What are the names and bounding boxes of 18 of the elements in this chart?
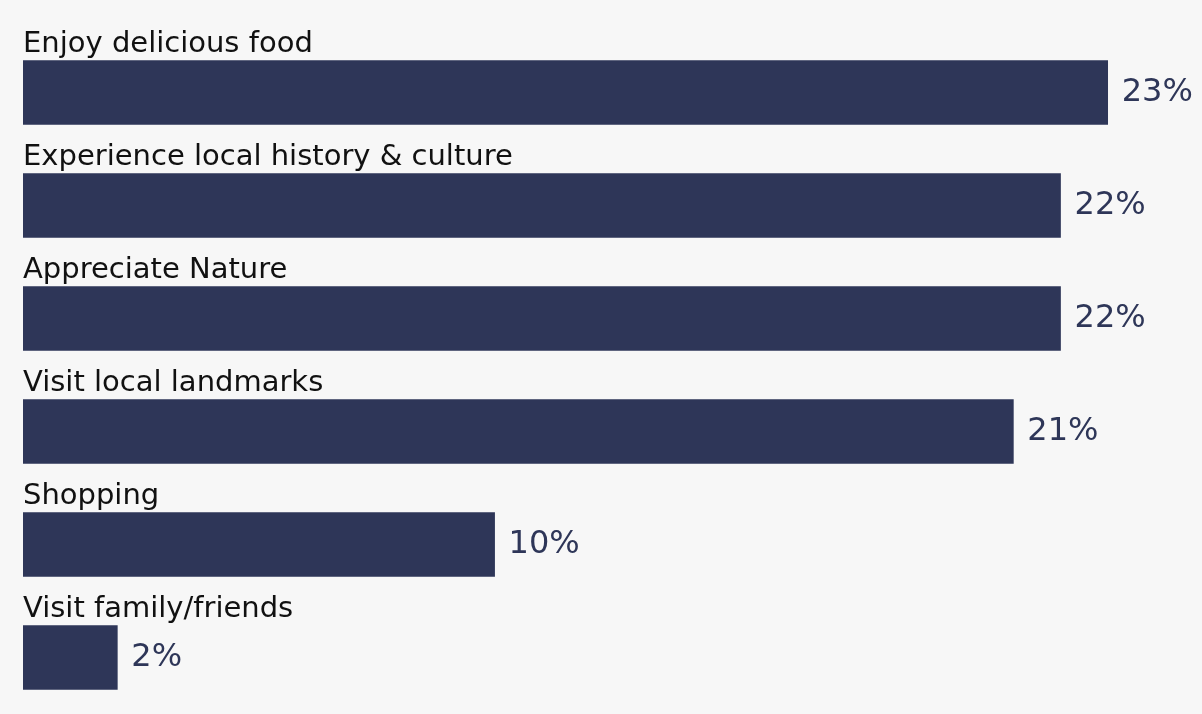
- data-label: 10%: [508, 522, 580, 561]
- data-label: 21%: [1027, 409, 1099, 448]
- y-tick-label: Enjoy delicious food: [23, 24, 313, 59]
- bar: [23, 399, 1014, 464]
- y-tick-label: Appreciate Nature: [23, 250, 288, 285]
- bar: [23, 60, 1109, 125]
- y-tick-label: Visit local landmarks: [23, 363, 324, 398]
- y-tick-label: Shopping: [23, 476, 160, 511]
- bar: [23, 173, 1061, 238]
- data-label: 23%: [1121, 70, 1193, 109]
- data-label: 22%: [1074, 296, 1146, 335]
- bar: [23, 286, 1061, 351]
- data-label: 2%: [131, 635, 183, 674]
- y-tick-label: Experience local history & culture: [23, 137, 513, 172]
- y-tick-label: Visit family/friends: [23, 589, 294, 624]
- bar: [23, 512, 495, 577]
- bar: [23, 625, 118, 690]
- data-label: 22%: [1074, 183, 1146, 222]
